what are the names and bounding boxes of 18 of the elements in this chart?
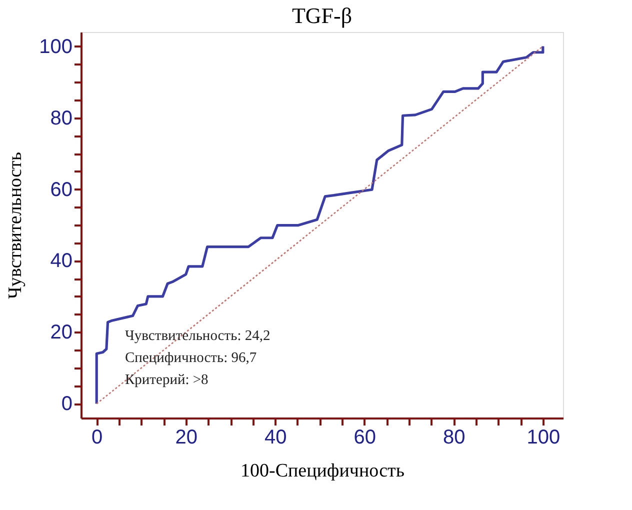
x-tick-label: 100 bbox=[526, 426, 560, 448]
annotation: Чувствительность: 24,2 bbox=[125, 328, 270, 344]
y-tick-label: 80 bbox=[50, 107, 72, 130]
x-tick-label: 40 bbox=[264, 426, 287, 448]
y-tick-label: 100 bbox=[39, 36, 72, 58]
y-tick-label: 60 bbox=[50, 178, 72, 201]
x-tick-label: 20 bbox=[175, 426, 198, 448]
x-axis-title: 100-Специфичность bbox=[240, 460, 405, 482]
y-tick-label: 0 bbox=[61, 393, 72, 416]
x-tick-label: 0 bbox=[92, 426, 103, 448]
y-axis-title: Чувствительность bbox=[5, 152, 26, 300]
y-tick-label: 40 bbox=[50, 250, 72, 272]
chart-title: TGF-β bbox=[292, 3, 352, 28]
y-tick-label: 20 bbox=[50, 322, 72, 344]
annotation: Специфичность: 96,7 bbox=[125, 350, 257, 366]
annotation: Критерий: >8 bbox=[125, 372, 208, 388]
x-tick-label: 60 bbox=[354, 426, 376, 448]
x-tick-label: 80 bbox=[443, 426, 466, 448]
